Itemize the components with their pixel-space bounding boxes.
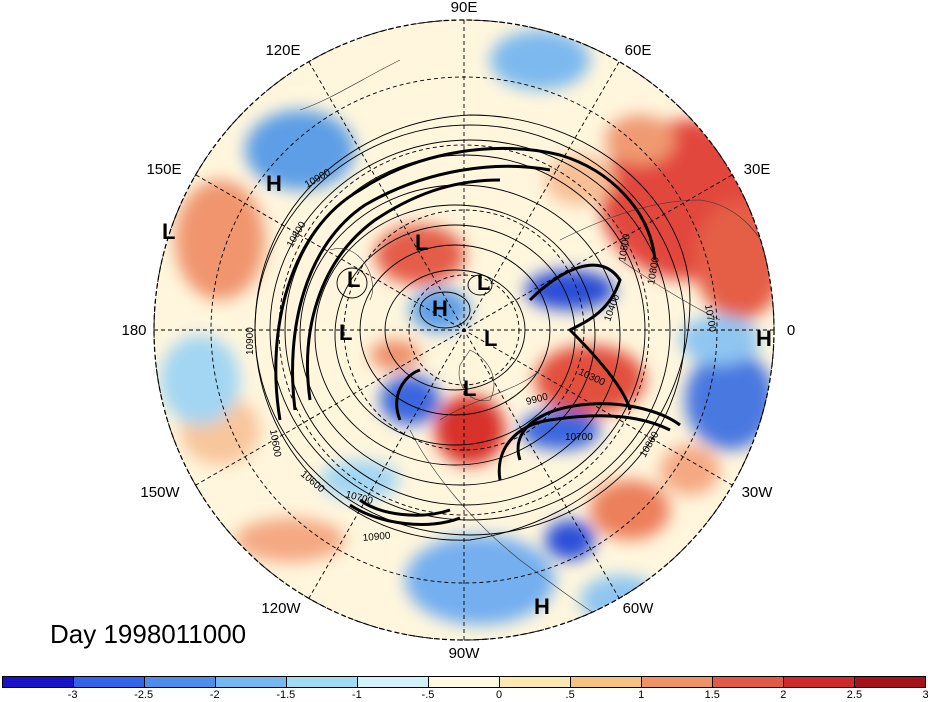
longitude-label: 30E — [744, 161, 771, 178]
longitude-label: 90W — [449, 645, 481, 662]
high-pressure-marker: H — [756, 326, 772, 351]
low-pressure-marker: L — [162, 219, 175, 244]
colorbar-tick-label: 2 — [780, 689, 787, 701]
low-pressure-marker: L — [477, 270, 490, 295]
anomaly-negative — [380, 375, 440, 425]
anomaly-positive — [605, 115, 675, 165]
high-pressure-marker: H — [432, 296, 448, 321]
colorbar-tick-label: .5 — [565, 689, 575, 701]
anomaly-negative — [680, 315, 760, 365]
anomaly-positive — [660, 445, 720, 495]
colorbar-box — [713, 677, 784, 687]
longitude-label: 60W — [623, 600, 655, 617]
colorbar-tick-label: 0 — [495, 689, 503, 701]
low-pressure-marker: L — [484, 326, 497, 351]
colorbar-tick-label: -1.5 — [276, 689, 296, 701]
colorbar-box — [429, 677, 500, 687]
jet-contours — [274, 146, 681, 526]
low-pressure-marker: L — [463, 376, 476, 401]
contour-label: 10700 — [565, 432, 593, 443]
contour-label: 10900 — [362, 531, 391, 544]
anomaly-negative — [245, 110, 355, 190]
contour-label: 10500 — [617, 233, 633, 263]
low-pressure-marker: L — [347, 267, 360, 292]
anomaly-negative — [520, 410, 600, 450]
longitude-label: 0 — [787, 322, 795, 339]
colorbar-box — [642, 677, 713, 687]
anomaly-negative — [525, 270, 615, 310]
longitude-label: 30W — [742, 484, 774, 501]
colorbar — [2, 676, 926, 688]
contour-label: 10800 — [646, 256, 662, 286]
colorbar-tick-label: -2.5 — [134, 689, 154, 701]
colorbar-box — [855, 677, 925, 687]
anomaly-negative — [685, 350, 774, 450]
contour-labels: 10900 10800 10600 10500 10400 10300 9900… — [245, 167, 718, 544]
colorbar-tick-label: -1 — [351, 689, 362, 701]
colorbar-tick-label: 3 — [922, 689, 928, 701]
longitude-label: 60E — [625, 42, 652, 59]
anomaly-negative — [405, 535, 555, 625]
colorbar-tick-label: 2.5 — [846, 689, 863, 701]
colorbar-tick-label: -.5 — [421, 689, 435, 701]
colorbar-tick-label: 1 — [638, 689, 645, 701]
anomaly-positive — [370, 340, 420, 370]
colorbar-tick-label: 1.5 — [704, 689, 720, 701]
colorbar-tick-label: -3 — [67, 689, 78, 701]
graticule — [153, 19, 775, 641]
contour-label: 10900 — [245, 327, 256, 355]
colorbar-box — [3, 677, 74, 687]
colorbar-box — [500, 677, 571, 687]
longitude-label: 120W — [261, 600, 301, 617]
colorbar-box — [571, 677, 642, 687]
anomaly-positive — [695, 200, 774, 320]
map-boundary — [153, 19, 775, 641]
contour-label: 10600 — [267, 429, 283, 459]
pressure-systems: H L L L L H L L L H H — [162, 171, 772, 619]
anomaly-negative — [490, 30, 590, 90]
day-label: Day 1998011000 — [50, 619, 247, 649]
longitude-label: 150E — [146, 161, 181, 178]
longitude-label: 180 — [121, 322, 146, 339]
longitude-label: 90E — [451, 0, 478, 16]
anomaly-positive — [375, 225, 465, 285]
anomaly-negative — [160, 335, 240, 425]
longitude-labels: 90E 60E 30E 0 30W 60W 90W 120W 150W 180 … — [121, 0, 795, 662]
anomaly-negative — [320, 460, 400, 500]
anomaly-negative — [545, 520, 595, 560]
low-pressure-marker: L — [415, 230, 428, 255]
longitude-label: 150W — [140, 484, 180, 501]
high-pressure-marker: H — [266, 171, 282, 196]
colorbar-tick-label: -2 — [209, 689, 220, 701]
anomaly-positive — [175, 180, 265, 300]
colorbar-box — [784, 677, 855, 687]
anomaly-positive — [235, 518, 345, 562]
contour-label: 10700 — [702, 304, 718, 334]
low-pressure-marker: L — [339, 320, 352, 345]
anomaly-positive — [545, 155, 615, 205]
colorbar-box — [145, 677, 216, 687]
colorbar-box — [287, 677, 358, 687]
longitude-label: 120E — [265, 42, 300, 59]
high-pressure-marker: H — [534, 594, 550, 619]
colorbar-box — [74, 677, 145, 687]
colorbar-box — [216, 677, 287, 687]
colorbar-box — [358, 677, 429, 687]
anomaly-positive — [590, 480, 670, 540]
anomaly-positive — [435, 395, 505, 465]
